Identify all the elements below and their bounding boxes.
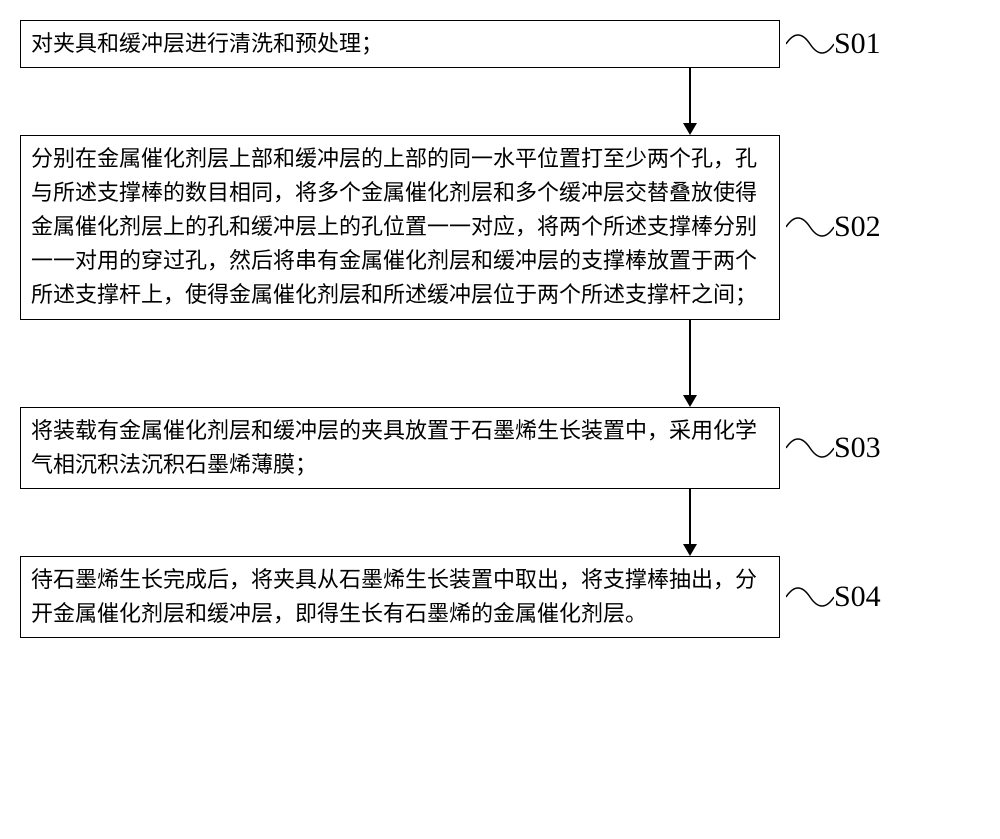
step-label-s04: S04 (786, 577, 881, 617)
step-box-s02: 分别在金属催化剂层上部和缓冲层的上部的同一水平位置打至少两个孔，孔与所述支撑棒的… (20, 135, 780, 319)
step-text-s04: 待石墨烯生长完成后，将夹具从石墨烯生长装置中取出，将支撑棒抽出，分开金属催化剂层… (31, 567, 757, 626)
arrow-head-icon (683, 395, 697, 407)
step-row-s02: 分别在金属催化剂层上部和缓冲层的上部的同一水平位置打至少两个孔，孔与所述支撑棒的… (20, 135, 980, 319)
arrow-head-icon (683, 544, 697, 556)
step-box-s03: 将装载有金属催化剂层和缓冲层的夹具放置于石墨烯生长装置中，采用化学气相沉积法沉积… (20, 407, 780, 489)
flowchart: 对夹具和缓冲层进行清洗和预处理； S01 分别在金属催化剂层上部和缓冲层的上部的… (20, 20, 980, 638)
step-label-text-s01: S01 (834, 27, 881, 61)
arrow-line (689, 68, 691, 123)
step-text-s01: 对夹具和缓冲层进行清洗和预处理； (31, 31, 383, 56)
arrow-line (689, 320, 691, 395)
step-text-s03: 将装载有金属催化剂层和缓冲层的夹具放置于石墨烯生长装置中，采用化学气相沉积法沉积… (31, 418, 757, 477)
step-label-text-s03: S03 (834, 431, 881, 465)
step-box-s04: 待石墨烯生长完成后，将夹具从石墨烯生长装置中取出，将支撑棒抽出，分开金属催化剂层… (20, 556, 780, 638)
step-box-s01: 对夹具和缓冲层进行清洗和预处理； (20, 20, 780, 68)
step-row-s04: 待石墨烯生长完成后，将夹具从石墨烯生长装置中取出，将支撑棒抽出，分开金属催化剂层… (20, 556, 980, 638)
step-row-s01: 对夹具和缓冲层进行清洗和预处理； S01 (20, 20, 980, 68)
connector-curve-icon (786, 207, 834, 247)
arrow-s03-s04 (400, 489, 980, 556)
arrow-head-icon (683, 123, 697, 135)
connector-curve-icon (786, 428, 834, 468)
step-label-text-s02: S02 (834, 210, 881, 244)
arrow-s02-s03 (400, 320, 980, 407)
connector-curve-icon (786, 577, 834, 617)
step-label-s02: S02 (786, 207, 881, 247)
connector-curve-icon (786, 24, 834, 64)
step-label-text-s04: S04 (834, 580, 881, 614)
arrow-s01-s02 (400, 68, 980, 135)
step-row-s03: 将装载有金属催化剂层和缓冲层的夹具放置于石墨烯生长装置中，采用化学气相沉积法沉积… (20, 407, 980, 489)
arrow-line (689, 489, 691, 544)
step-label-s01: S01 (786, 24, 881, 64)
step-text-s02: 分别在金属催化剂层上部和缓冲层的上部的同一水平位置打至少两个孔，孔与所述支撑棒的… (31, 146, 757, 307)
step-label-s03: S03 (786, 428, 881, 468)
